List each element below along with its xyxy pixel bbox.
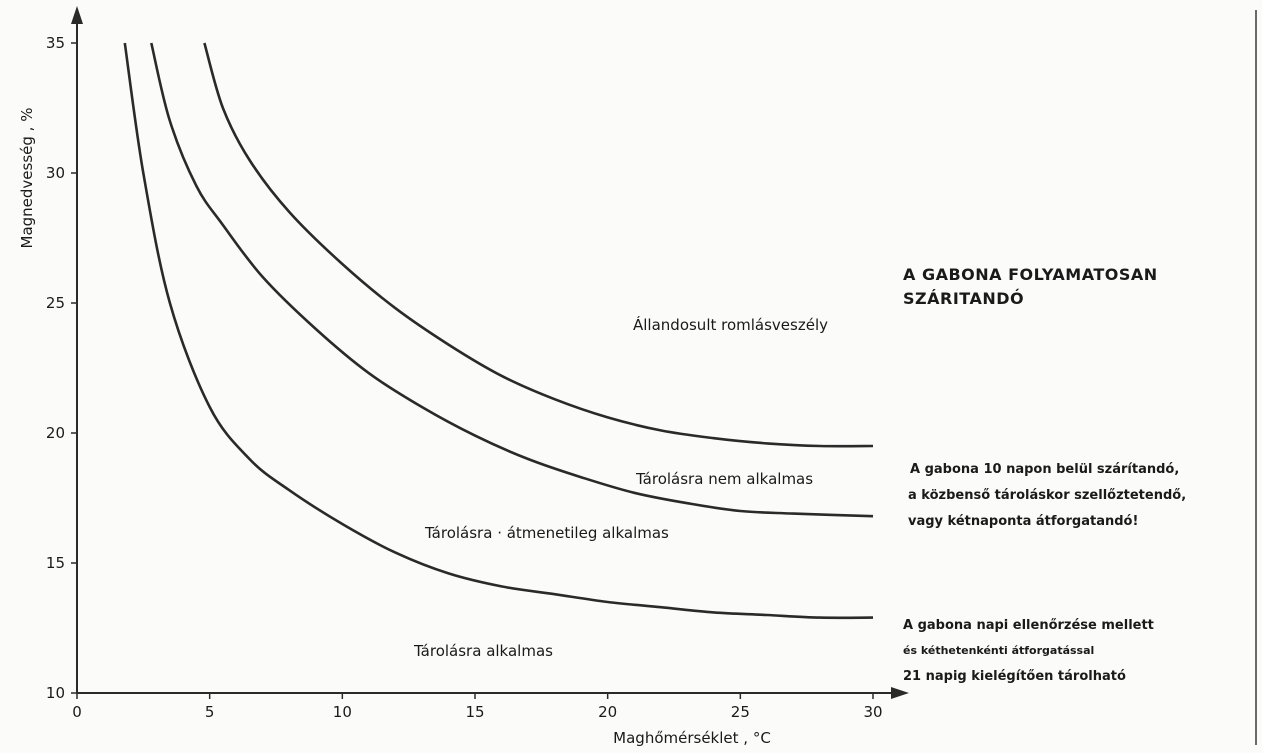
note-continuous-drying-line1: A GABONA FOLYAMATOSAN	[903, 265, 1158, 284]
x-tick-label: 15	[465, 703, 484, 721]
y-tick-label: 25	[46, 294, 65, 312]
note-continuous-drying-line2: SZÁRITANDÓ	[903, 289, 1024, 308]
x-tick-label: 5	[205, 703, 215, 721]
note-daily-check-line2: és kéthetenkénti átforgatással	[903, 644, 1094, 657]
note-ten-days-line2: a közbenső tároláskor szellőztetendő,	[908, 488, 1186, 503]
y-tick-label: 20	[46, 424, 65, 442]
y-ticks: 10 15 20 25 30 35	[46, 34, 77, 702]
y-tick-label: 10	[46, 684, 65, 702]
zone-label-suitable: Tárolásra alkalmas	[413, 642, 553, 660]
x-axis-arrow	[891, 687, 909, 699]
y-axis-arrow	[71, 6, 83, 24]
x-tick-label: 10	[333, 703, 352, 721]
y-tick-label: 15	[46, 554, 65, 572]
x-tick-label: 20	[598, 703, 617, 721]
x-tick-label: 25	[731, 703, 750, 721]
x-tick-label: 30	[863, 703, 882, 721]
boundary-curve-2	[150, 42, 874, 518]
y-axis-title: Magnedvesség , %	[18, 108, 36, 249]
curves	[123, 42, 874, 620]
zone-label-permanent-spoilage: Állandosult romlásveszély	[633, 315, 828, 334]
x-ticks: 0 5 10 15 20 25 30	[72, 693, 883, 721]
note-ten-days-line3: vagy kétnaponta átforgatandó!	[908, 514, 1138, 529]
boundary-curve-3	[203, 42, 874, 448]
zone-label-not-suitable: Tárolásra nem alkalmas	[635, 470, 813, 488]
note-ten-days-line1: A gabona 10 napon belül szárítandó,	[910, 462, 1179, 477]
note-daily-check-line1: A gabona napi ellenőrzése mellett	[903, 618, 1154, 633]
y-tick-label: 35	[46, 34, 65, 52]
zone-label-temporarily-suitable: Tárolásra · átmenetileg alkalmas	[424, 524, 669, 542]
x-axis-title: Maghőmérséklet , °C	[613, 729, 771, 747]
y-tick-label: 30	[46, 164, 65, 182]
boundary-curve-1	[123, 42, 874, 620]
note-daily-check-line3: 21 napig kielégítően tárolható	[903, 669, 1126, 684]
x-tick-label: 0	[72, 703, 82, 721]
